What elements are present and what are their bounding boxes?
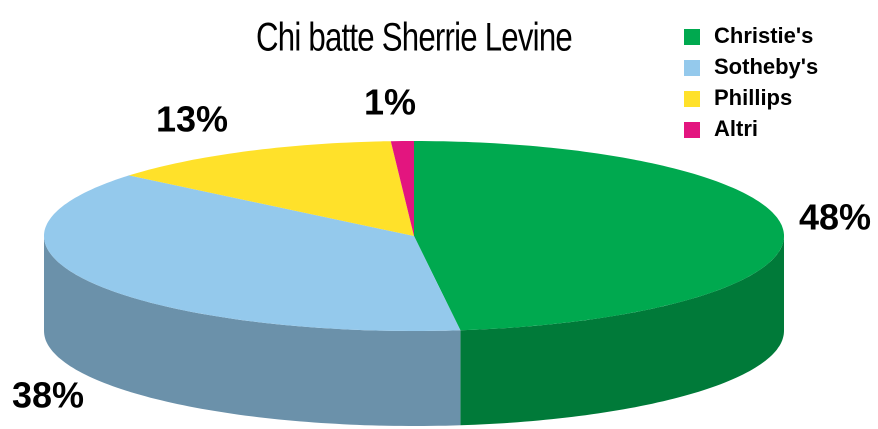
title-group: Chi batte Sherrie Levine xyxy=(256,15,573,60)
value-label: 48% xyxy=(799,197,871,238)
legend-label: Sotheby's xyxy=(714,54,818,79)
legend-label: Christie's xyxy=(714,23,813,48)
pie-sides xyxy=(44,236,784,426)
value-label: 38% xyxy=(12,375,84,416)
value-label: 13% xyxy=(156,99,228,140)
legend-swatch xyxy=(684,91,700,107)
pie-slice xyxy=(414,141,784,331)
legend-swatch xyxy=(684,29,700,45)
pie-slice xyxy=(128,141,414,236)
pie-side xyxy=(460,236,784,426)
pie-slice xyxy=(44,175,461,331)
legend-swatch xyxy=(684,122,700,138)
legend-swatch xyxy=(684,60,700,76)
chart-title: Chi batte Sherrie Levine xyxy=(256,15,572,60)
pie-slice xyxy=(390,141,414,236)
pie-tops xyxy=(44,141,784,331)
value-label: 1% xyxy=(364,82,416,123)
legend-label: Phillips xyxy=(714,85,792,110)
legend-label: Altri xyxy=(714,116,758,141)
pie-side xyxy=(44,236,461,426)
